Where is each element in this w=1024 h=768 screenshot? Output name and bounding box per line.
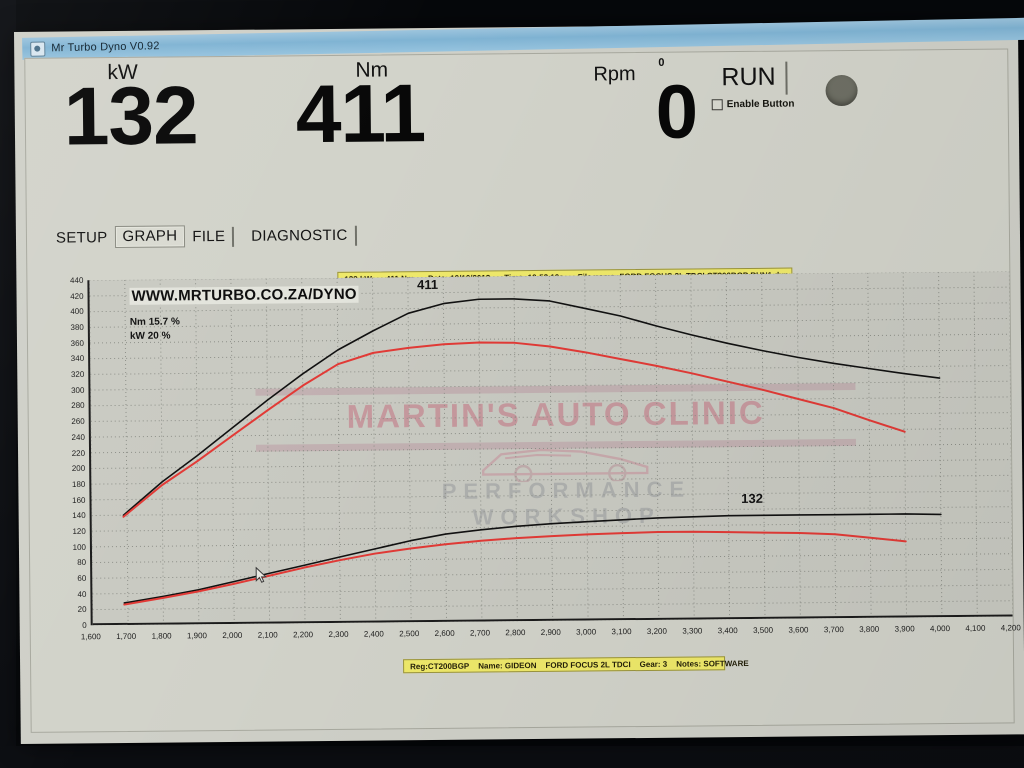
y-tick-label: 160 xyxy=(72,495,86,505)
kw-value: 132 xyxy=(63,70,199,163)
dyno-chart[interactable]: 0 20 40 60 80 100 120 140 160 180 200 220 240 260 280 3… xyxy=(70,271,1021,655)
y-axis-tick-labels: 0 20 40 60 80 100 120 140 160 180 200 220 240 260 280 3… xyxy=(47,276,88,630)
y-tick-label: 120 xyxy=(72,526,86,536)
screen-area: Mr Turbo Dyno V0.92 kW 132 Nm 411 Rpm 0 … xyxy=(14,17,1024,744)
x-tick-label: 3,500 xyxy=(753,625,774,635)
x-tick-label: 4,000 xyxy=(929,624,951,634)
y-tick-label: 320 xyxy=(70,369,85,380)
x-tick-label: 3,200 xyxy=(646,626,667,636)
y-tick-label: 180 xyxy=(71,479,86,489)
rpm-unit-label: Rpm xyxy=(593,63,636,86)
x-tick-label: 3,800 xyxy=(859,624,880,634)
bezel-bottom xyxy=(0,746,1024,768)
y-tick-label: 260 xyxy=(71,416,85,427)
x-tick-label: 4,200 xyxy=(1000,623,1021,633)
x-tick-label: 2,200 xyxy=(293,630,314,640)
x-tick-label: 2,800 xyxy=(505,628,526,638)
y-tick-label: 400 xyxy=(70,307,84,317)
x-tick-label: 4,100 xyxy=(965,623,986,633)
overlay-gain-kw: kW 20 % xyxy=(129,330,171,342)
rpm-value: 0 xyxy=(655,69,698,155)
y-tick-label: 360 xyxy=(70,338,85,348)
y-tick-label: 340 xyxy=(70,354,85,364)
x-tick-label: 2,600 xyxy=(434,628,455,638)
chart-svg xyxy=(89,271,1013,626)
y-tick-label: 140 xyxy=(72,511,86,521)
bezel-left xyxy=(0,0,16,768)
app-client-area: kW 132 Nm 411 Rpm 0 0 RUN Enable Button … xyxy=(24,48,1021,733)
peak-torque-label: 411 xyxy=(417,277,439,293)
status-lamp-indicator xyxy=(825,74,858,107)
x-tick-label: 3,400 xyxy=(717,626,738,636)
overlay-gain-nm: Nm 15.7 % xyxy=(129,316,180,328)
foot-reg: Reg:CT200BGP xyxy=(410,661,470,671)
y-tick-label: 100 xyxy=(72,542,86,552)
x-tick-label: 3,300 xyxy=(682,626,703,636)
x-tick-label: 2,700 xyxy=(469,628,491,638)
enable-button-checkbox-row[interactable]: Enable Button xyxy=(711,98,795,111)
y-tick-label: 20 xyxy=(77,605,87,615)
x-tick-label: 3,000 xyxy=(576,627,597,637)
enable-button-label: Enable Button xyxy=(726,98,795,111)
y-tick-label: 240 xyxy=(71,432,85,442)
y-tick-label: 380 xyxy=(70,322,84,333)
x-tick-label: 1,700 xyxy=(116,631,137,642)
y-tick-label: 200 xyxy=(71,464,86,474)
x-tick-label: 2,000 xyxy=(222,630,243,641)
x-tick-label: 2,900 xyxy=(540,627,561,637)
x-tick-label: 2,100 xyxy=(257,630,278,640)
mouse-cursor-icon xyxy=(255,566,267,583)
y-tick-label: 280 xyxy=(71,401,85,411)
foot-name: Name: GIDEON xyxy=(478,660,537,671)
tab-graph[interactable]: GRAPH xyxy=(114,225,186,249)
tab-file[interactable]: FILE xyxy=(185,226,235,248)
y-tick-label: 80 xyxy=(77,558,87,568)
foot-vehicle: FORD FOCUS 2L TDCI xyxy=(545,659,631,670)
x-tick-label: 3,900 xyxy=(894,624,915,634)
x-tick-label: 2,500 xyxy=(399,629,420,639)
x-tick-label: 3,100 xyxy=(611,627,632,637)
readout-panel: kW 132 Nm 411 Rpm 0 0 RUN Enable Button xyxy=(25,49,1008,178)
x-tick-label: 2,400 xyxy=(363,629,384,639)
checkbox-icon[interactable] xyxy=(711,99,723,111)
y-tick-label: 40 xyxy=(77,589,87,599)
plot-area[interactable]: MARTIN'S AUTO CLINIC PERFORMANCE WORKSHO… xyxy=(87,271,1013,626)
x-tick-label: 2,300 xyxy=(328,629,349,640)
y-tick-label: 440 xyxy=(69,275,84,285)
y-tick-label: 60 xyxy=(77,573,87,583)
overlay-url: WWW.MRTURBO.CO.ZA/DYNO xyxy=(129,285,359,305)
vehicle-info-strip: Reg:CT200BGP Name: GIDEON FORD FOCUS 2L … xyxy=(403,656,749,674)
window-title: Mr Turbo Dyno V0.92 xyxy=(51,40,160,55)
x-tick-label: 3,700 xyxy=(823,625,844,635)
x-tick-label: 1,600 xyxy=(80,632,101,642)
foot-gear: Gear: 3 xyxy=(639,659,668,669)
tab-setup[interactable]: SETUP xyxy=(55,229,108,247)
y-tick-label: 420 xyxy=(70,291,84,301)
x-tick-label: 1,800 xyxy=(151,631,172,641)
x-axis-tick-labels: 1,600 1,700 1,800 1,900 2,000 2,100 2,200 2,300… xyxy=(81,623,1021,646)
y-tick-label: 220 xyxy=(71,448,86,458)
x-tick-label: 3,600 xyxy=(788,625,809,635)
tab-diagnostic[interactable]: DIAGNOSTIC xyxy=(244,225,357,247)
nm-value: 411 xyxy=(295,68,426,161)
y-tick-label: 300 xyxy=(71,385,85,395)
app-icon xyxy=(30,40,46,57)
peak-power-label: 132 xyxy=(741,490,763,506)
y-tick-label: 0 xyxy=(82,620,87,630)
foot-notes: Notes: SOFTWARE xyxy=(676,658,749,669)
run-button[interactable]: RUN xyxy=(711,61,788,96)
main-tab-strip[interactable]: SETUP GRAPH FILE DIAGNOSTIC xyxy=(49,224,357,249)
rpm-superscript: 0 xyxy=(658,56,665,69)
x-tick-label: 1,900 xyxy=(186,631,208,641)
